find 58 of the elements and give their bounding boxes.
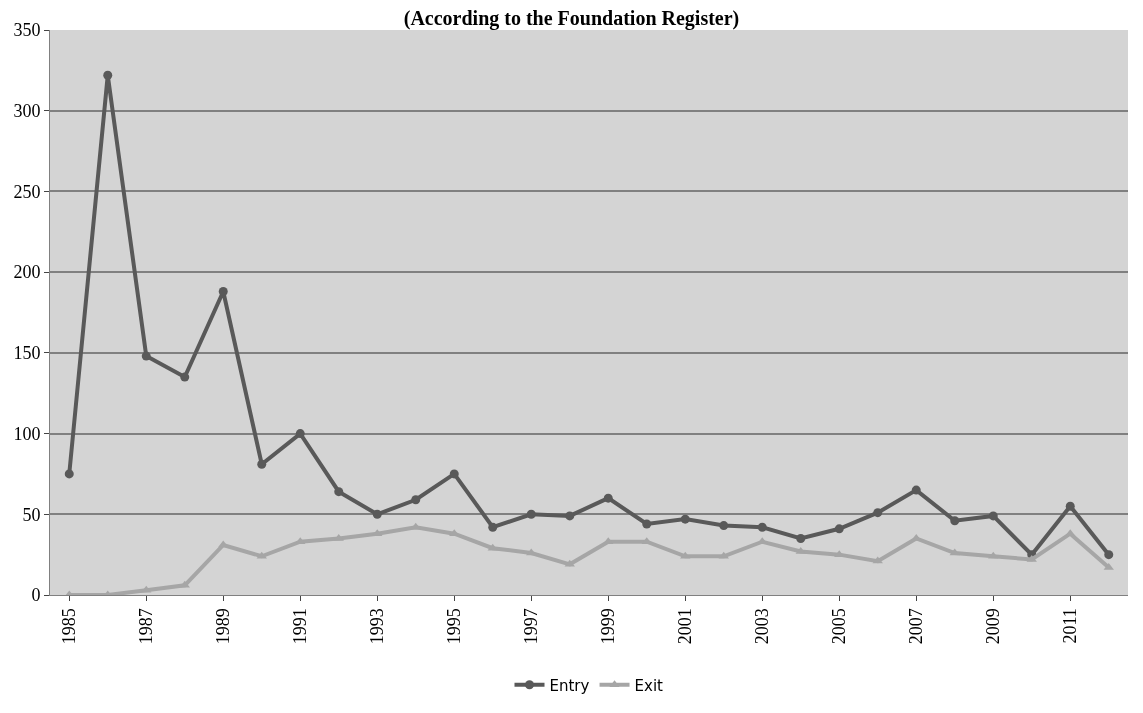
x-tick-label: 2003: [752, 608, 773, 645]
y-tick-label: 50: [22, 504, 41, 525]
point: [642, 519, 652, 529]
y-tick-label: 0: [31, 585, 41, 606]
x-tick-label: 1995: [444, 608, 465, 645]
point: [411, 495, 421, 505]
point: [911, 485, 921, 495]
point: [718, 551, 729, 559]
point: [295, 429, 305, 439]
legend-label: Entry: [549, 676, 590, 695]
point: [719, 521, 729, 531]
y-tick-label: 200: [13, 262, 41, 283]
point: [1104, 550, 1114, 560]
point: [1026, 554, 1037, 562]
x-tick-label: 2007: [906, 608, 927, 645]
point: [988, 551, 999, 559]
x-tick-label: 2005: [829, 608, 850, 645]
y-tick-label: 350: [13, 20, 41, 41]
point: [449, 469, 459, 479]
x-tick-label: 1985: [59, 608, 80, 645]
x-tick-label: 1997: [521, 608, 542, 645]
point: [526, 509, 536, 519]
point: [141, 351, 151, 361]
point: [950, 516, 960, 526]
point: [64, 469, 74, 479]
x-tick-label: 2009: [983, 608, 1004, 645]
y-tick-label: 250: [13, 181, 41, 202]
y-tick-label: 150: [13, 343, 41, 364]
point: [757, 522, 767, 532]
point: [565, 511, 575, 521]
point: [257, 459, 267, 469]
point: [988, 511, 998, 521]
x-tick-label: 2001: [675, 608, 696, 645]
point: [334, 487, 344, 497]
point: [372, 509, 382, 519]
point: [180, 372, 190, 382]
point: [834, 524, 844, 534]
point: [1065, 501, 1075, 511]
legend-label: Exit: [634, 676, 664, 695]
x-tick-label: 1991: [290, 608, 311, 645]
point: [873, 508, 883, 518]
point: [256, 551, 267, 559]
x-tick-label: 1987: [136, 608, 157, 645]
point: [488, 522, 498, 532]
y-tick-label: 100: [13, 423, 41, 444]
point: [603, 493, 613, 503]
point: [680, 514, 690, 524]
point: [564, 559, 575, 567]
x-tick-label: 1989: [213, 608, 234, 645]
x-tick-label: 2011: [1060, 608, 1081, 644]
x-tick-label: 1999: [598, 608, 619, 645]
y-tick-label: 300: [13, 101, 41, 122]
point: [949, 548, 960, 556]
point: [680, 551, 691, 559]
chart-title: (According to the Foundation Register): [403, 6, 740, 30]
point: [795, 546, 806, 554]
point: [796, 534, 806, 543]
x-tick-label: 1993: [367, 608, 388, 645]
